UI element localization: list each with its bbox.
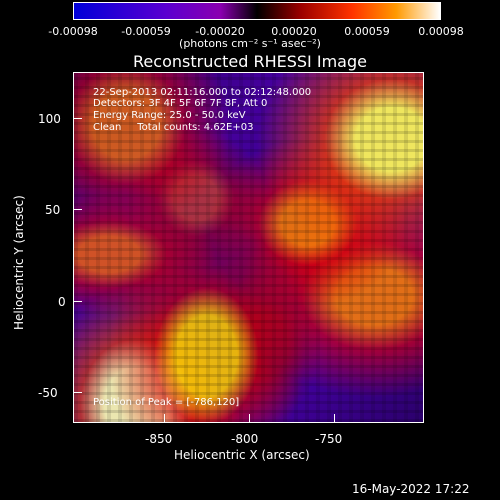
x-axis-label: Heliocentric X (arcsec) xyxy=(174,448,310,462)
y-axis-label: Heliocentric Y (arcsec) xyxy=(12,195,26,330)
colorbar-tick-label: -0.00020 xyxy=(195,25,245,38)
x-tick xyxy=(334,414,335,422)
colorbar-tick-label: -0.00059 xyxy=(121,25,171,38)
colorbar-units: (photons cm⁻² s⁻¹ asec⁻²) xyxy=(179,37,321,50)
x-tick xyxy=(249,414,250,422)
info-energy-range: Energy Range: 25.0 - 50.0 keV xyxy=(93,110,246,121)
colorbar-gradient xyxy=(74,3,440,19)
footer-timestamp: 16-May-2022 17:22 xyxy=(352,482,470,496)
colorbar xyxy=(73,2,441,20)
y-tick-label: -50 xyxy=(38,386,58,400)
colorbar-tick-label: -0.00098 xyxy=(48,25,98,38)
y-tick xyxy=(74,209,82,210)
x-tick-label: -800 xyxy=(231,432,259,446)
colorbar-tick-label: 0.00098 xyxy=(418,25,464,38)
y-tick xyxy=(74,301,82,302)
y-tick xyxy=(74,118,82,119)
x-tick xyxy=(164,414,165,422)
y-tick-label: 50 xyxy=(45,203,61,217)
colorbar-tick-label: 0.00020 xyxy=(271,25,317,38)
reconstructed-image xyxy=(73,72,424,423)
x-tick-label: -750 xyxy=(315,432,343,446)
peak-position: Position of Peak = [-786,120] xyxy=(93,397,240,408)
info-time-range: 22-Sep-2013 02:11:16.000 to 02:12:48.000 xyxy=(93,87,312,98)
y-tick xyxy=(74,392,82,393)
y-tick-label: 100 xyxy=(38,112,61,126)
x-tick-label: -850 xyxy=(145,432,173,446)
plot-title: Reconstructed RHESSI Image xyxy=(133,52,367,71)
info-clean-counts: Clean Total counts: 4.62E+03 xyxy=(93,122,254,133)
info-detectors: Detectors: 3F 4F 5F 6F 7F 8F, Att 0 xyxy=(93,98,268,109)
colorbar-tick-label: 0.00059 xyxy=(344,25,390,38)
y-tick-label: 0 xyxy=(58,295,66,309)
